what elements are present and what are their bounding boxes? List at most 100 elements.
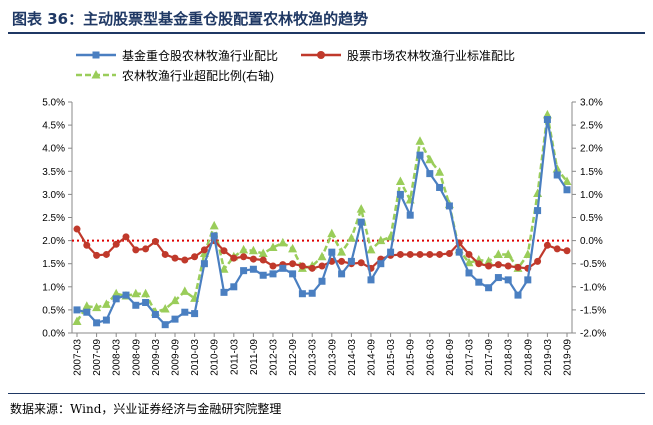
series-2-point [269, 262, 277, 270]
x-tick-label: 2015-09 [406, 339, 417, 376]
series-1-point [298, 290, 306, 298]
series-1-point [161, 321, 169, 329]
series-1-point [406, 211, 414, 219]
series-3-point [72, 316, 82, 325]
series-3-point [82, 301, 92, 310]
series-2-point [240, 253, 248, 261]
left-tick-label: 0.5% [42, 305, 65, 316]
series-2-point [514, 263, 522, 271]
left-tick-label: 2.0% [42, 236, 65, 247]
series-2-point [298, 262, 306, 270]
series-2-point [200, 246, 208, 254]
series-3-point [464, 257, 474, 267]
series-2-point [220, 247, 228, 255]
series-3-point [317, 251, 327, 261]
series-3-point [111, 288, 121, 298]
series-1-point [249, 265, 257, 273]
series-2-point [308, 264, 316, 272]
series-2-point [132, 246, 140, 254]
series-3-point [180, 286, 190, 295]
series-line-3 [75, 114, 568, 323]
x-tick-label: 2007-03 [73, 339, 84, 376]
series-1-point [396, 190, 404, 198]
legend-label-1: 基金重仓股农林牧渔行业配比 [122, 48, 278, 63]
series-3-point [337, 247, 347, 256]
series-2-point [563, 247, 571, 255]
series-1-point [132, 301, 140, 309]
series-1-point [259, 271, 267, 279]
series-2-point [534, 257, 542, 265]
right-tick-label: 2.5% [580, 121, 603, 132]
series-2-point [504, 262, 512, 270]
title-rule [8, 32, 645, 34]
chart-title: 图表 36：主动股票型基金重仓股配置农林牧渔的趋势 [12, 10, 369, 28]
left-tick-label: 3.5% [42, 167, 65, 178]
x-tick-label: 2008-09 [131, 339, 142, 376]
title-bar: 图表 36：主动股票型基金重仓股配置农林牧渔的趋势 [8, 4, 645, 32]
series-line-2 [76, 228, 568, 270]
x-tick-label: 2017-09 [484, 339, 495, 376]
x-tick-label: 2007-09 [92, 339, 103, 376]
series-1-point [445, 202, 453, 210]
series-3-point [101, 299, 111, 308]
series-1-point [230, 283, 238, 291]
right-tick-label: 1.5% [580, 167, 603, 178]
series-2-point [485, 262, 493, 270]
series-1-point [475, 278, 483, 286]
series-1-point [524, 276, 532, 284]
series-1-point [93, 319, 101, 327]
series-1-point [387, 248, 395, 256]
series-1-point [465, 269, 473, 277]
series-1-point [151, 311, 159, 319]
series-2-point [436, 250, 444, 258]
source-rule [8, 393, 645, 394]
series-1-point [279, 264, 287, 272]
series-1-point [240, 267, 248, 275]
left-tick-label: 0.0% [42, 329, 65, 340]
series-1-point [289, 270, 297, 278]
series-2-point [426, 250, 434, 258]
legend-label-2: 股票市场农林牧渔行业标准配比 [347, 48, 515, 63]
x-tick-label: 2019-03 [543, 339, 554, 376]
series-3-point [484, 256, 494, 265]
series-1-point [171, 315, 179, 323]
series-3-point [248, 245, 258, 255]
series-1-point [269, 270, 277, 278]
series-1-point [485, 284, 493, 292]
series-1-point [112, 295, 120, 303]
series-1-point [504, 276, 512, 284]
series-1-point [543, 116, 551, 124]
x-tick-label: 2013-09 [327, 339, 338, 376]
series-1-point [328, 248, 336, 256]
legend-marker-triangle [91, 70, 101, 79]
x-tick-label: 2014-09 [367, 339, 378, 376]
x-tick-label: 2019-09 [563, 339, 574, 376]
series-3-point [562, 176, 572, 185]
series-2-point [475, 260, 483, 268]
series-2-point [465, 250, 473, 258]
series-3-point [435, 167, 445, 176]
series-1-point [210, 232, 218, 240]
right-tick-label: 0.0% [580, 236, 603, 247]
series-3-point [346, 233, 356, 242]
series-2-point [357, 259, 365, 267]
right-tick-label: -1.5% [580, 305, 606, 316]
series-2-point [230, 254, 238, 262]
legend-label-3: 农林牧渔行业超配比例(右轴) [122, 68, 274, 83]
legend-marker-circle [317, 51, 325, 59]
left-tick-label: 1.5% [42, 259, 65, 270]
series-2-point [93, 251, 101, 259]
series-3-point [268, 242, 278, 252]
series-3-point [493, 249, 503, 258]
series-2-point [73, 225, 81, 233]
series-3-point [503, 249, 513, 258]
series-2-point [122, 233, 130, 241]
series-1-point [142, 299, 150, 307]
right-tick-label: 0.5% [580, 213, 603, 224]
series-1-point [377, 260, 385, 268]
series-1-point [181, 308, 189, 316]
series-3-point [170, 295, 180, 305]
series-1-point [563, 186, 571, 194]
series-2-point [416, 250, 424, 258]
series-2-point [102, 250, 110, 258]
